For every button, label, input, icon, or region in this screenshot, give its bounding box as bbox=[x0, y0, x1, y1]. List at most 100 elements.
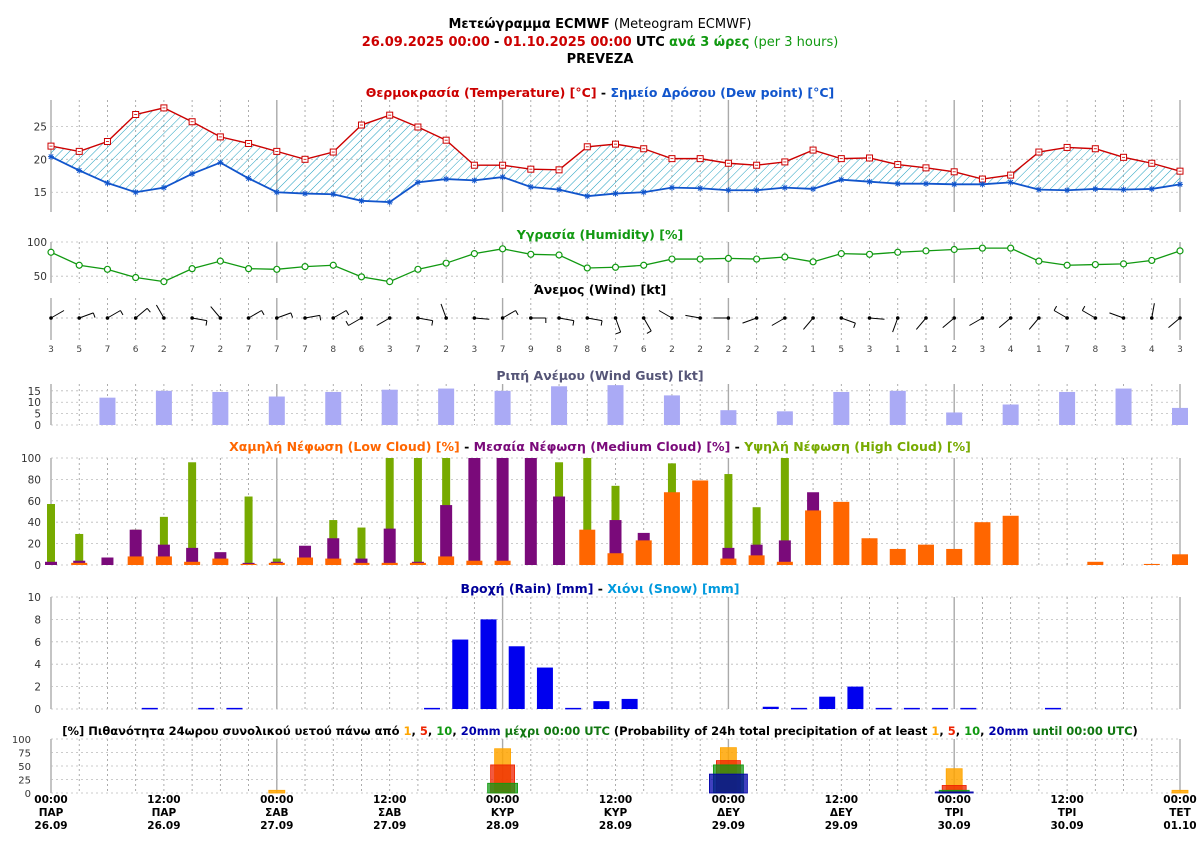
wind-barb bbox=[1082, 310, 1096, 319]
time-axis-date: 29.09 bbox=[712, 820, 745, 832]
wind-barb-base bbox=[49, 316, 53, 320]
low-cloud-bar bbox=[184, 561, 201, 565]
rain-panel-title-part-0: Βροχή (Rain) [mm] bbox=[461, 581, 594, 596]
time-axis-date: 28.09 bbox=[486, 820, 519, 832]
wind-speed-label: 7 bbox=[105, 345, 111, 355]
wind-speed-label: 3 bbox=[1177, 345, 1183, 355]
wind-barb bbox=[742, 317, 757, 324]
dewpoint-point bbox=[612, 190, 619, 197]
location-name: PREVEZA bbox=[566, 52, 634, 67]
wind-speed-label: 2 bbox=[726, 345, 732, 355]
dewpoint-point bbox=[922, 180, 929, 187]
wind-barb-base bbox=[331, 316, 336, 320]
wind-speed-label: 3 bbox=[472, 345, 478, 355]
wind-speed-label: 2 bbox=[217, 345, 223, 355]
humidity-point bbox=[386, 278, 394, 286]
wind-barb-base bbox=[133, 316, 138, 320]
wind-barb-tick bbox=[1081, 305, 1086, 311]
humidity-point bbox=[1007, 244, 1015, 252]
wind-barb bbox=[1109, 312, 1124, 319]
dewpoint-point bbox=[358, 197, 365, 204]
low-cloud-bar bbox=[889, 548, 906, 565]
humidity-point bbox=[865, 250, 874, 258]
cloud-ytick: 100 bbox=[21, 453, 41, 465]
humidity-panel-title-part-0: Υγρασία (Humidity) [%] bbox=[516, 227, 683, 242]
time-axis-hour: 12:00 bbox=[825, 794, 858, 806]
gust-bar bbox=[833, 391, 850, 425]
wind-barb-base bbox=[77, 316, 82, 320]
high-cloud-bar bbox=[159, 516, 168, 565]
prob-bar-1mm bbox=[268, 789, 286, 794]
gust-panel-title: Ριπή Ανέμου (Wind Gust) [kt] bbox=[496, 368, 703, 383]
wind-barb-tick bbox=[1053, 305, 1058, 311]
temp-ytick: 15 bbox=[34, 187, 47, 199]
dewpoint-point bbox=[302, 190, 309, 197]
time-axis-day: ΣΑΒ bbox=[378, 807, 401, 819]
wind-speed-label: 7 bbox=[415, 345, 421, 355]
rain-bar bbox=[903, 707, 920, 710]
wind-barb bbox=[615, 317, 622, 333]
low-cloud-bar bbox=[1002, 515, 1019, 565]
gust-bar bbox=[325, 391, 342, 425]
cloud-panel-title-part-4: Υψηλή Νέφωση (High Cloud) [%] bbox=[743, 439, 971, 454]
dewpoint-point bbox=[273, 189, 280, 196]
probability-panel-title-part-13: , bbox=[956, 724, 964, 738]
wind-barb-tick bbox=[646, 330, 652, 334]
wind-speed-label: 4 bbox=[1008, 345, 1014, 355]
wind-speed-label: 7 bbox=[613, 345, 619, 355]
temp-ytick: 25 bbox=[34, 121, 47, 133]
wind-panel-title: Άνεμος (Wind) [kt] bbox=[534, 282, 666, 297]
gust-ytick: 5 bbox=[34, 409, 41, 421]
rain-bar bbox=[593, 701, 610, 709]
cloud-panel-title-part-3: - bbox=[730, 439, 744, 454]
gust-bar bbox=[946, 412, 963, 425]
low-cloud-bar bbox=[720, 558, 737, 565]
wind-barb-tick bbox=[345, 320, 349, 326]
wind-barb bbox=[79, 312, 94, 319]
wind-speed-label: 2 bbox=[754, 345, 760, 355]
wind-barb-base bbox=[387, 316, 392, 320]
probability-panel-title-part-18: ) bbox=[1133, 724, 1138, 738]
wind-speed-label: 1 bbox=[1036, 345, 1042, 355]
rain-panel-title: Βροχή (Rain) [mm] - Χιόνι (Snow) [mm] bbox=[461, 581, 740, 596]
high-cloud-bar bbox=[583, 458, 592, 565]
low-cloud-bar bbox=[127, 556, 144, 565]
wind-speed-label: 7 bbox=[500, 345, 506, 355]
high-cloud-bar bbox=[357, 527, 366, 565]
temp-ytick: 20 bbox=[34, 154, 47, 166]
cloud-ytick: 0 bbox=[34, 560, 41, 572]
rain-panel-title-part-1: - bbox=[593, 581, 607, 596]
wind-barb-base bbox=[613, 316, 618, 320]
medium-cloud-bar bbox=[327, 538, 340, 565]
wind-panel-title-part-0: Άνεμος (Wind) [kt] bbox=[534, 282, 666, 297]
wind-barb-tick bbox=[92, 312, 96, 318]
wind-barb-base bbox=[218, 316, 223, 320]
humidity-point bbox=[357, 273, 366, 281]
cloud-ytick: 60 bbox=[28, 496, 41, 508]
wind-barb-base bbox=[867, 316, 872, 320]
wind-barb-tick bbox=[600, 320, 603, 326]
wind-barb-base bbox=[811, 316, 815, 320]
low-cloud-bar bbox=[917, 544, 934, 565]
humidity-point bbox=[329, 261, 337, 269]
gust-bar bbox=[663, 395, 680, 425]
probability-panel-title-part-1: 1 bbox=[404, 724, 412, 738]
wind-barb-base bbox=[303, 316, 307, 320]
wind-barb-tick bbox=[572, 320, 575, 326]
wind-speed-label: 2 bbox=[697, 345, 703, 355]
cloud-panel-title-part-1: - bbox=[460, 439, 474, 454]
rain-ytick: 10 bbox=[28, 592, 41, 604]
humidity-point bbox=[499, 245, 507, 253]
wind-barb-base bbox=[1065, 316, 1069, 320]
gust-bar bbox=[607, 385, 624, 425]
humidity-point bbox=[188, 265, 196, 273]
step-rest: (per 3 hours) bbox=[753, 35, 839, 50]
time-axis-day: ΔΕΥ bbox=[830, 807, 853, 819]
time-axis-hour: 12:00 bbox=[373, 794, 406, 806]
humidity-point bbox=[414, 265, 422, 273]
high-cloud-bar bbox=[244, 496, 253, 565]
humidity-point bbox=[1063, 261, 1071, 269]
humidity-point bbox=[583, 264, 591, 272]
wind-barb bbox=[869, 317, 885, 320]
high-cloud-bar bbox=[752, 507, 761, 565]
